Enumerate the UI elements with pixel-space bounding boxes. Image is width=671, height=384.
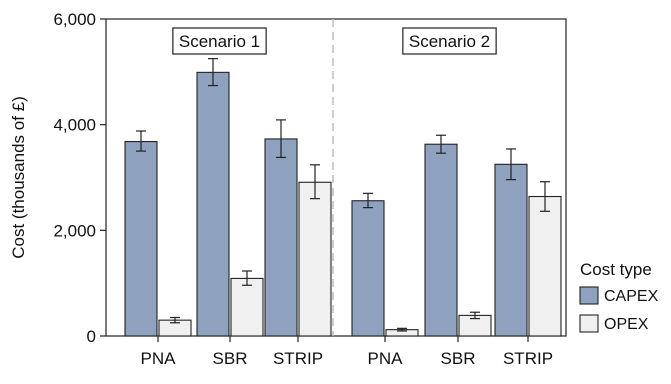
- x-tick-label: STRIP: [503, 349, 553, 368]
- panel-label-box: [172, 27, 267, 55]
- panel-label: Scenario 2: [409, 32, 490, 51]
- capex-bar: [124, 141, 158, 337]
- capex-bar: [196, 71, 230, 337]
- x-tick-label: SBR: [213, 349, 248, 368]
- legend-swatch-capex: [579, 286, 599, 305]
- y-tick-label: 6,000: [53, 10, 96, 29]
- legend-swatch-opex: [579, 314, 599, 333]
- y-tick-label: 0: [87, 327, 96, 346]
- bars-layer: [124, 58, 562, 337]
- capex-bar: [264, 138, 298, 337]
- panel-label: Scenario 1: [179, 32, 260, 51]
- y-axis-title: Cost (thousands of £): [9, 96, 28, 259]
- y-tick-label: 4,000: [53, 116, 96, 135]
- legend-label-capex: CAPEX: [604, 288, 659, 305]
- y-tick-label: 2,000: [53, 221, 96, 240]
- legend-layer: Cost type CAPEX OPEX: [579, 260, 659, 333]
- capex-bar: [424, 143, 458, 337]
- capex-bar: [494, 163, 528, 337]
- legend-label-opex: OPEX: [604, 316, 649, 333]
- opex-bar: [528, 195, 562, 337]
- panel-label-box: [402, 27, 497, 55]
- capex-bar: [351, 200, 385, 337]
- x-tick-label: SBR: [441, 349, 476, 368]
- x-tick-label: PNA: [368, 349, 404, 368]
- plot-frame: [105, 18, 567, 337]
- x-tick-label: STRIP: [273, 349, 323, 368]
- x-tick-label: PNA: [141, 349, 177, 368]
- text-layer: 0 2,000 4,000 6,000 Cost (thousands of £) Sce…: [9, 10, 553, 368]
- plot-frame-layer: [100, 18, 567, 342]
- legend-title: Cost type: [580, 260, 652, 279]
- opex-bar: [298, 181, 332, 337]
- opex-bar: [230, 277, 264, 337]
